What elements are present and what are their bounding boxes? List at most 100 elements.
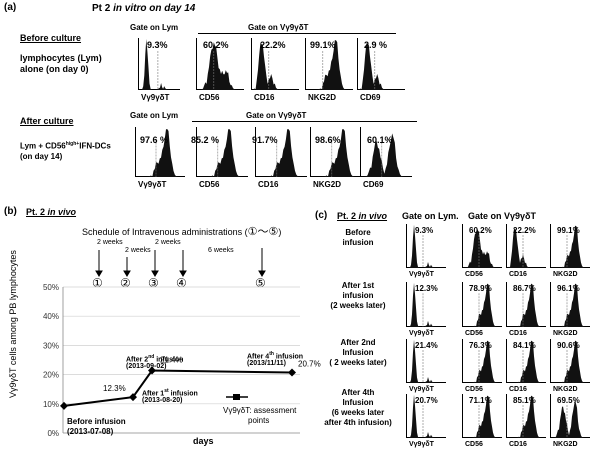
c-hist-3-2: 85.1% CD16 <box>506 394 547 448</box>
histogram-fill <box>407 394 447 438</box>
percentage-label: 85.1% <box>513 396 536 405</box>
y-tick-label: 0% <box>47 429 59 438</box>
before-hist-2: 22.2% CD16 <box>251 38 300 102</box>
legend-label-2: points <box>248 416 270 425</box>
marker-label: NKG2D <box>553 441 578 448</box>
before-hist-4: 2.9 % CD69 <box>357 38 406 102</box>
histogram-fill <box>361 133 413 177</box>
gate-lym-label: Gate on Lym <box>130 23 179 32</box>
interval-label-3: 2 weeks <box>155 239 181 246</box>
panel-b-title: Pt. 2 in vivo <box>26 207 77 217</box>
histogram-fill <box>507 283 547 327</box>
percentage-label: 98.6% <box>315 135 341 145</box>
histogram-fill <box>197 129 249 177</box>
histogram-fill <box>306 40 354 90</box>
marker-label: Vγ9γδT <box>409 441 434 448</box>
row-label-line: (6 weeks later <box>331 408 385 417</box>
c-hist-0-2: 22.2% CD16 <box>506 224 547 278</box>
marker-label: Vγ9γδT <box>409 271 434 278</box>
annot-after2: After 2nd infusion <box>126 354 184 364</box>
histogram-fill <box>252 43 300 90</box>
after-hist-1: 85.2 % CD56 <box>191 127 249 189</box>
panel-a-letter: (a) <box>4 2 17 13</box>
interval-label-1: 2 weeks <box>97 239 123 246</box>
percentage-label: 20.7% <box>415 396 438 405</box>
histogram-fill <box>407 339 447 383</box>
marker-label: CD56 <box>199 93 220 102</box>
marker-label: CD56 <box>465 271 483 278</box>
row-label-line: After 4th <box>341 388 375 397</box>
panel-c-gate-lym: Gate on Lym. <box>402 211 459 221</box>
before-culture-title: Before culture <box>20 33 82 43</box>
after-culture-desc-2: (on day 14) <box>20 152 63 161</box>
annot-before-date: (2013-07-08) <box>67 427 114 436</box>
percentage-label: 97.6 % <box>140 135 169 145</box>
interval-label-2: 2 weeks <box>125 247 151 254</box>
percentage-label: 9.3% <box>147 40 168 50</box>
percentage-label: 99.1% <box>310 40 336 50</box>
row-label-line: (2 weeks later) <box>330 301 386 310</box>
histogram-fill <box>507 340 547 383</box>
histogram-fill <box>507 395 547 438</box>
histogram-fill <box>136 129 186 177</box>
marker-label: Vγ9γδT <box>409 386 434 393</box>
row-label-line: After 2nd <box>340 338 376 347</box>
percentage-label: 21.4% <box>415 341 438 350</box>
histogram-fill <box>139 39 181 90</box>
histogram-fill <box>551 340 591 383</box>
after-culture-title: After culture <box>20 116 74 126</box>
circle-4: ④ <box>176 276 187 290</box>
marker-label: CD16 <box>254 93 275 102</box>
row-label-line: infusion <box>342 238 374 247</box>
series-line <box>63 369 293 407</box>
panel-c-title: Pt. 2 in vivo <box>337 211 388 221</box>
percentage-label: 22.2% <box>260 40 286 50</box>
circle-2: ② <box>120 276 131 290</box>
before-hist-0: 9.3% Vγ9γδT <box>138 38 181 102</box>
gate-underline <box>198 33 396 34</box>
schedule-title: Schedule of Intravenous administrations … <box>82 226 282 238</box>
histogram-fill <box>551 283 591 327</box>
before-hist-1: 60.2% CD56 <box>196 38 245 102</box>
annot-after1: After 1st infusion <box>142 388 198 398</box>
marker-label: Vγ9γδT <box>138 180 167 189</box>
marker-label: CD16 <box>509 271 527 278</box>
marker-label: NKG2D <box>313 180 342 189</box>
percentage-label: 60.2% <box>469 226 492 235</box>
panel-c-letter: (c) <box>315 210 328 221</box>
data-point <box>60 401 68 410</box>
histogram-fill <box>463 395 503 438</box>
gate-vg-label-2: Gate on Vγ9γδT <box>246 111 307 120</box>
percentage-label: 91.7% <box>252 135 278 145</box>
data-point <box>148 366 156 375</box>
marker-label: CD69 <box>360 93 381 102</box>
c-hist-2-2: 84.1% CD16 <box>506 339 547 393</box>
after-hist-4: 60.1% CD69 <box>360 127 413 189</box>
percentage-label: 90.6% <box>557 341 580 350</box>
data-label: 21.4% <box>160 356 183 365</box>
x-axis-label: days <box>193 436 214 446</box>
circle-5: ⑤ <box>255 276 266 290</box>
marker-label: CD56 <box>465 330 483 337</box>
percentage-label: 60.1% <box>367 135 393 145</box>
data-point <box>129 393 137 402</box>
c-hist-1-0: 12.3% Vγ9γδT <box>406 282 447 337</box>
before-culture-desc-1: lymphocytes (Lym) <box>20 53 102 63</box>
data-point <box>288 368 296 377</box>
marker-label: CD56 <box>465 441 483 448</box>
percentage-label: 71.1% <box>469 396 492 405</box>
row-label-line: After 1st <box>341 281 375 290</box>
c-hist-0-0: 9.3% Vγ9γδT <box>406 224 447 278</box>
histogram-fill <box>311 129 363 177</box>
circle-3: ③ <box>148 276 159 290</box>
annot-after2-date: (2013-09-02) <box>126 363 167 370</box>
percentage-label: 69.5% <box>557 396 580 405</box>
annot-after4-date: (2013/11/11) <box>247 360 286 367</box>
histogram-fill <box>358 43 406 90</box>
c-hist-2-1: 76.3% CD56 <box>462 339 503 393</box>
marker-label: CD16 <box>258 180 279 189</box>
row-label-line: after 4th infusion) <box>324 418 392 427</box>
c-hist-2-0: 21.4% Vγ9γδT <box>406 339 447 393</box>
